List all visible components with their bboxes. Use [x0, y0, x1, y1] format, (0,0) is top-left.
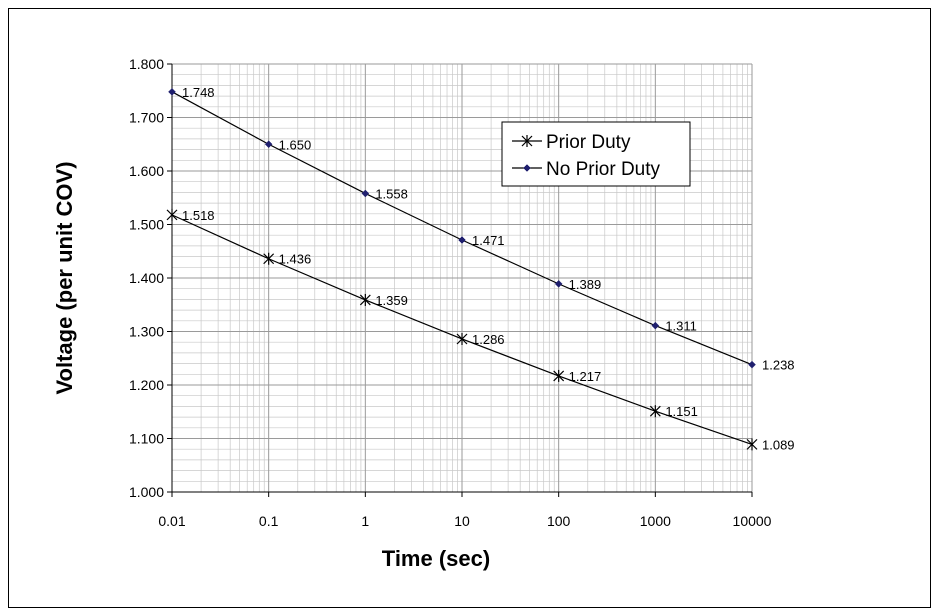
y-axis-title: Voltage (per unit COV)	[52, 161, 77, 394]
data-point-prior-duty	[359, 293, 371, 306]
chart-frame	[8, 8, 931, 608]
data-point-prior-duty	[263, 252, 275, 265]
data-label-no-prior-duty: 1.389	[569, 277, 602, 292]
data-label-prior-duty: 1.359	[375, 293, 408, 308]
data-point-no-prior-duty	[554, 280, 563, 288]
data-label-no-prior-duty: 1.558	[375, 186, 408, 201]
x-tick-label: 10	[454, 513, 470, 529]
y-tick-label: 1.200	[129, 377, 164, 393]
data-label-prior-duty: 1.518	[182, 208, 215, 223]
data-point-no-prior-duty	[651, 321, 660, 330]
data-label-prior-duty: 1.436	[279, 252, 312, 267]
data-point-no-prior-duty	[458, 236, 466, 244]
legend-label-prior-duty: Prior Duty	[546, 132, 631, 153]
series	[166, 87, 758, 451]
y-tick-label: 1.000	[129, 484, 164, 500]
data-point-prior-duty	[553, 369, 565, 382]
x-tick-label: 10000	[733, 513, 772, 529]
y-tick-label: 1.400	[129, 270, 164, 286]
data-point-prior-duty	[166, 208, 178, 221]
data-point-no-prior-duty	[361, 189, 370, 198]
y-tick-label: 1.700	[129, 110, 164, 126]
legend-marker-no-prior-duty	[523, 164, 531, 172]
data-point-no-prior-duty	[264, 140, 273, 149]
data-point-prior-duty	[746, 438, 758, 451]
data-labels: 1.518 1.436 1.359 1.286 1.217 1.151 1.089 1.748…	[182, 85, 795, 453]
x-tick-label: 0.01	[158, 513, 185, 529]
x-tick-label: 1000	[640, 513, 671, 529]
data-label-prior-duty: 1.089	[762, 437, 795, 452]
y-tick-label: 1.100	[129, 431, 164, 447]
x-tick-label: 0.1	[259, 513, 279, 529]
y-tick-label: 1.600	[129, 163, 164, 179]
data-point-no-prior-duty	[748, 360, 756, 369]
data-label-no-prior-duty: 1.471	[472, 233, 505, 248]
data-point-prior-duty	[649, 405, 661, 418]
y-tick-label: 1.500	[129, 217, 164, 233]
legend-label-no-prior-duty: No Prior Duty	[546, 159, 661, 180]
legend: Prior Duty No Prior Duty	[501, 121, 691, 187]
data-point-no-prior-duty	[168, 87, 176, 96]
data-label-no-prior-duty: 1.650	[279, 137, 312, 152]
data-label-prior-duty: 1.217	[569, 369, 602, 384]
line-chart: 1.000 1.100 1.200 1.300 1.400 1.500 1.600 1.700…	[52, 56, 795, 571]
axes: 1.000 1.100 1.200 1.300 1.400 1.500 1.600 1.700…	[129, 56, 772, 529]
x-tick-label: 100	[547, 513, 571, 529]
x-axis-title: Time (sec)	[382, 546, 490, 571]
data-point-prior-duty	[456, 332, 468, 345]
data-label-prior-duty: 1.286	[472, 332, 505, 347]
data-label-prior-duty: 1.151	[665, 404, 698, 419]
y-tick-label: 1.800	[129, 56, 164, 72]
legend-marker-prior-duty	[521, 135, 533, 147]
data-label-no-prior-duty: 1.748	[182, 85, 215, 100]
legend-box	[501, 121, 691, 187]
y-tick-label: 1.300	[129, 324, 164, 340]
x-tick-label: 1	[361, 513, 369, 529]
data-label-no-prior-duty: 1.311	[665, 319, 697, 334]
data-label-no-prior-duty: 1.238	[762, 358, 795, 373]
